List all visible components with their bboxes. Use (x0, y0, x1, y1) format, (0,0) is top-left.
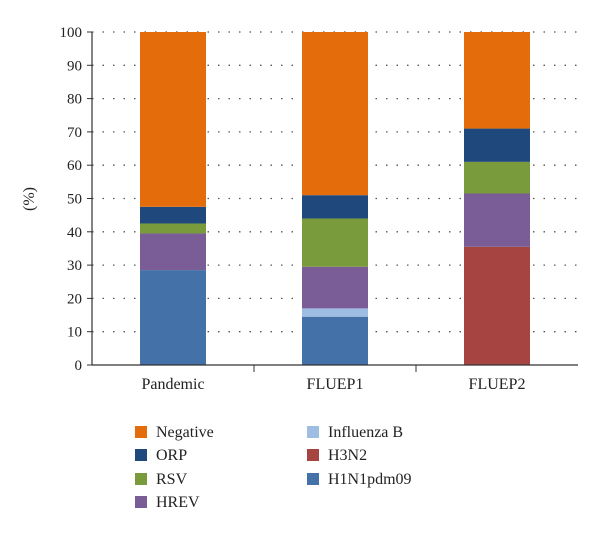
y-tick-label: 30 (67, 258, 82, 274)
legend-label-h3n2: H3N2 (328, 447, 367, 464)
bar-pandemic-h1n1pdm09 (140, 270, 206, 365)
y-tick-label: 70 (67, 125, 82, 141)
legend-swatch-influenza-b (307, 426, 319, 438)
bar-pandemic-negative (140, 32, 206, 207)
bars (140, 32, 530, 365)
legend-label-rsv: RSV (156, 471, 188, 488)
legend-label-influenza-b: Influenza B (328, 424, 403, 441)
bar-fluep2-negative (464, 32, 530, 129)
y-tick-label: 90 (67, 58, 82, 74)
bar-fluep1-influenza-b (302, 308, 368, 317)
bar-fluep2-orp (464, 128, 530, 162)
bar-pandemic-rsv (140, 223, 206, 234)
x-tick-label: FLUEP1 (307, 376, 364, 393)
bar-fluep2-h3n2 (464, 246, 530, 365)
y-tick-label: 20 (67, 291, 82, 307)
bar-fluep1-h1n1pdm09 (302, 316, 368, 365)
y-axis-title: (%) (21, 187, 38, 211)
y-tick-label: 60 (67, 158, 82, 174)
y-tick-label: 100 (60, 25, 83, 41)
legend-swatch-negative (135, 426, 147, 438)
legend-label-negative: Negative (156, 424, 214, 441)
legend-swatch-rsv (135, 473, 147, 485)
legend-swatch-h1n1pdm09 (307, 473, 319, 485)
bar-pandemic-hrev (140, 233, 206, 271)
y-tick-label: 40 (67, 225, 82, 241)
legend-swatch-hrev (135, 496, 147, 508)
legend-swatch-orp (135, 449, 147, 461)
legend: Negative ORP RSV HREV Influenza B H3N2 H1N1pdm… (135, 424, 412, 511)
legend-label-hrev: HREV (156, 494, 200, 511)
y-tick-label: 80 (67, 92, 82, 108)
bar-fluep1-hrev (302, 266, 368, 309)
y-tick-label: 0 (75, 358, 83, 374)
bar-fluep1-orp (302, 195, 368, 219)
legend-label-h1n1pdm09: H1N1pdm09 (328, 471, 412, 488)
bar-fluep1-rsv (302, 218, 368, 267)
legend-label-orp: ORP (156, 447, 187, 464)
bar-fluep1-negative (302, 32, 368, 196)
y-tick-label: 50 (67, 192, 82, 208)
bar-fluep2-rsv (464, 161, 530, 194)
bar-fluep2-hrev (464, 193, 530, 247)
axes: 0 10 20 30 40 50 60 70 80 90 100 Pandemic FLUEP1 FLUE… (60, 25, 578, 393)
bar-pandemic-orp (140, 206, 206, 224)
x-tick-label: Pandemic (141, 376, 204, 393)
y-tick-label: 10 (67, 325, 82, 341)
x-tick-label: FLUEP2 (469, 376, 526, 393)
legend-swatch-h3n2 (307, 449, 319, 461)
